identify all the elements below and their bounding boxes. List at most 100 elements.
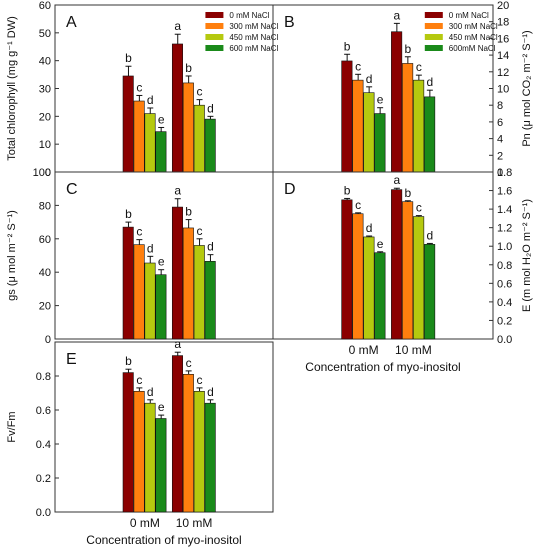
bar [182,373,194,513]
significance-letter: c [197,224,203,238]
x-tick-label: 0 mM [130,516,160,530]
panel-B: 0 2 4 6 8 10 12 14 16 18 20 B Pn (μ mol CO₂ m⁻² S⁻¹)… [272,0,533,179]
panel-D: 0.0 0.2 0.4 0.6 0.8 1.0 1.2 1.4 1.6 1.8 D E (m mol … [272,167,533,374]
legend-label: 450 mM NaCl [229,33,278,42]
bar [133,390,145,513]
legend-swatch [424,12,443,18]
legend-label: 600mM NaCl [449,44,496,53]
significance-letter: b [405,42,412,56]
y-tick-label: 16 [497,33,509,45]
significance-letter: b [125,354,132,368]
significance-letter: e [377,93,384,107]
bar [341,199,353,340]
y-tick-label: 0.0 [497,334,512,346]
legend-swatch [205,23,224,29]
legend-label: 300 mM NaCl [229,22,278,31]
panel-label: A [66,14,77,31]
y-tick-label: 20 [39,111,51,123]
significance-letter: c [416,201,422,215]
y-tick-label: 0.8 [36,371,51,383]
significance-letter: d [427,228,434,242]
significance-letter: b [125,51,132,65]
bar [204,118,216,173]
y-tick-label: 0.4 [497,297,512,309]
y-tick-label: 10 [39,139,51,151]
bar [122,226,134,340]
bar [182,82,194,173]
significance-letter: c [136,373,142,387]
y-tick-label: 0.2 [497,315,512,327]
significance-letter: d [207,240,214,254]
significance-letter: c [355,59,361,73]
legend-label: 0 mM NaCl [449,11,489,20]
y-tick-label: 80 [39,200,51,212]
bar [133,244,145,340]
bar [144,262,156,340]
significance-letter: d [147,93,154,107]
x-tick-label: 10 mM [176,516,213,530]
legend-swatch [205,34,224,40]
x-axis-label: Concentration of myo-inositol [305,360,460,374]
y-tick-label: 8 [497,100,503,112]
bar [363,92,375,173]
significance-letter: c [197,373,203,387]
bar [424,96,436,173]
significance-letter: a [174,337,181,351]
legend: 0 mM NaCl 300 mM NaCl 450 mM NaCl 600 mM Na… [205,11,279,53]
bar [402,63,414,173]
y-tick-label: 18 [497,17,509,29]
bar [144,402,156,513]
x-axis-label: Concentration of myo-inositol [86,533,241,547]
significance-letter: a [174,184,181,198]
bar [413,216,425,340]
significance-letter: d [427,75,434,89]
y-tick-label: 0.4 [36,439,51,451]
legend-swatch [424,45,443,51]
significance-letter: c [197,85,203,99]
bar [144,113,156,173]
y-axis-label: gs (μ mol m⁻² S⁻¹) [6,210,18,301]
bar [374,252,386,340]
y-axis-label: E (m mol H₂O m⁻² S⁻¹) [521,199,533,312]
significance-letter: d [207,385,214,399]
legend-swatch [205,12,224,18]
bar [193,245,205,340]
legend-label: 450 mM NaCl [449,33,498,42]
bar [182,227,194,340]
significance-letter: a [394,173,401,187]
y-tick-label: 0.6 [36,405,51,417]
y-tick-label: 1.0 [497,241,512,253]
bar [155,274,167,340]
y-tick-label: 0.0 [36,507,51,519]
significance-letter: c [355,198,361,212]
bar [352,79,364,173]
bar [391,31,403,173]
y-tick-label: 14 [497,50,509,62]
y-tick-label: 1.2 [497,223,512,235]
y-axis-label: Pn (μ mol CO₂ m⁻² S⁻¹) [521,30,533,146]
legend-label: 0 mM NaCl [229,11,269,20]
bar [341,60,353,173]
y-axis-label: Total chlorophyll (mg g⁻¹ DW) [6,16,18,161]
significance-letter: b [185,61,192,75]
significance-letter: b [185,205,192,219]
significance-letter: b [344,183,351,197]
y-tick-label: 1.6 [497,186,512,198]
bar [391,189,403,340]
y-tick-label: 6 [497,117,503,129]
y-tick-label: 4 [497,134,503,146]
significance-letter: a [174,19,181,33]
legend-label: 600 mM NaCl [229,44,278,53]
panel-label: C [66,181,78,198]
significance-letter: d [147,241,154,255]
y-tick-label: 0 [45,167,51,179]
bar [363,236,375,340]
y-tick-label: 20 [39,301,51,313]
significance-letter: d [147,385,154,399]
y-tick-label: 40 [39,267,51,279]
bar [374,113,386,173]
bar [193,390,205,513]
y-tick-label: 10 [497,84,509,96]
